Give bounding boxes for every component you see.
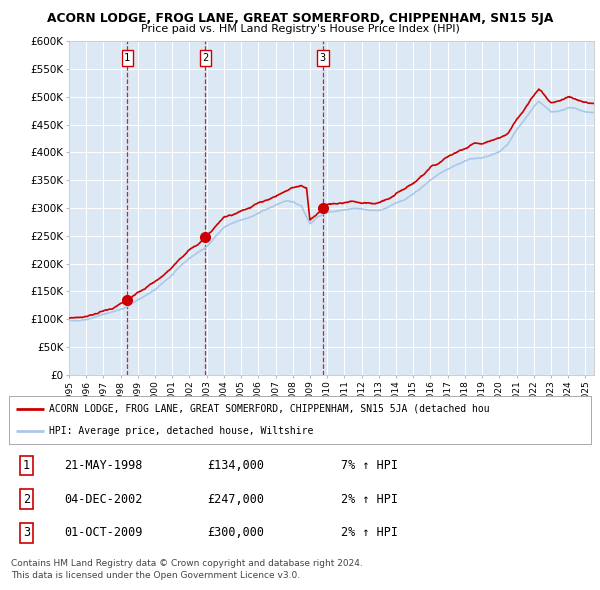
Text: 2% ↑ HPI: 2% ↑ HPI (341, 526, 398, 539)
Text: 01-OCT-2009: 01-OCT-2009 (64, 526, 143, 539)
Text: 2: 2 (23, 493, 30, 506)
Text: 3: 3 (320, 53, 326, 63)
Text: 1: 1 (124, 53, 130, 63)
Text: 04-DEC-2002: 04-DEC-2002 (64, 493, 143, 506)
Text: Contains HM Land Registry data © Crown copyright and database right 2024.: Contains HM Land Registry data © Crown c… (11, 559, 362, 568)
Text: 2% ↑ HPI: 2% ↑ HPI (341, 493, 398, 506)
Text: 7% ↑ HPI: 7% ↑ HPI (341, 459, 398, 472)
Text: ACORN LODGE, FROG LANE, GREAT SOMERFORD, CHIPPENHAM, SN15 5JA (detached hou: ACORN LODGE, FROG LANE, GREAT SOMERFORD,… (49, 404, 489, 414)
Text: HPI: Average price, detached house, Wiltshire: HPI: Average price, detached house, Wilt… (49, 427, 313, 437)
Text: Price paid vs. HM Land Registry's House Price Index (HPI): Price paid vs. HM Land Registry's House … (140, 24, 460, 34)
Text: £247,000: £247,000 (207, 493, 264, 506)
Text: 3: 3 (23, 526, 30, 539)
Text: This data is licensed under the Open Government Licence v3.0.: This data is licensed under the Open Gov… (11, 571, 300, 579)
Text: ACORN LODGE, FROG LANE, GREAT SOMERFORD, CHIPPENHAM, SN15 5JA: ACORN LODGE, FROG LANE, GREAT SOMERFORD,… (47, 12, 553, 25)
Text: 21-MAY-1998: 21-MAY-1998 (64, 459, 143, 472)
Text: 1: 1 (23, 459, 30, 472)
Text: £300,000: £300,000 (207, 526, 264, 539)
Text: £134,000: £134,000 (207, 459, 264, 472)
Text: 2: 2 (202, 53, 208, 63)
